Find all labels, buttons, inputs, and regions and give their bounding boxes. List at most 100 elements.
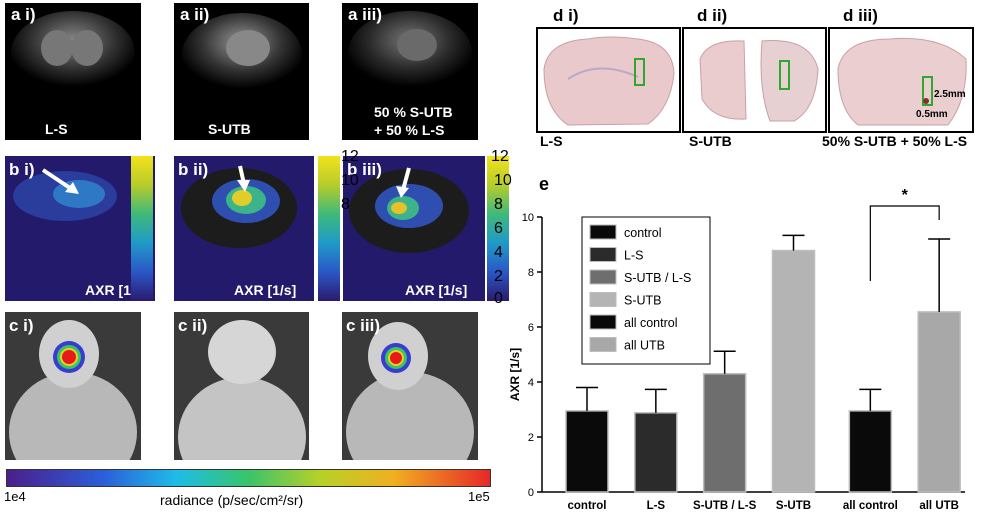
- legend-entry: S-UTB / L-S: [624, 271, 691, 285]
- bar-control: [565, 410, 609, 493]
- axr-panel-b-ii: b ii) AXR [1/s]: [174, 156, 314, 301]
- legend-swatch: [589, 314, 617, 330]
- colorbar-tick: 10: [341, 172, 359, 189]
- panel-label-b-ii: b ii): [178, 160, 209, 179]
- axr-label-b-ii: AXR [1/s]: [234, 282, 297, 298]
- y-tick-label: 4: [528, 377, 534, 389]
- panel-label-c-i: c i): [9, 316, 34, 335]
- significance-star: *: [902, 187, 909, 204]
- mri-panel-a-i: a i) L-S: [5, 3, 141, 140]
- roi-box: [922, 76, 933, 106]
- legend-swatch: [589, 224, 617, 240]
- mri-image-a-ii: [182, 13, 302, 97]
- panel-label-a-ii: a ii): [180, 5, 210, 24]
- bar-all-utb: [917, 311, 961, 493]
- roi-box: [779, 60, 790, 90]
- colorbar-tick: 10: [494, 172, 512, 189]
- x-tick-label: all UTB: [919, 500, 959, 512]
- colorbar-b-i: [131, 156, 153, 301]
- legend-entry: all control: [624, 316, 678, 330]
- x-tick-label: S-UTB / L-S: [693, 500, 757, 512]
- histology-panel-d-i: [536, 27, 681, 133]
- y-tick-label: 2: [528, 432, 534, 444]
- legend-entry: L-S: [624, 249, 643, 263]
- y-tick-label: 10: [522, 212, 534, 224]
- colorbar-tick: 0: [494, 290, 503, 307]
- legend-swatch: [589, 269, 617, 285]
- caption-d-i: L-S: [540, 133, 563, 149]
- colorbar-tick: 8: [341, 196, 350, 213]
- caption-d-iii: 50% S-UTB + 50% L-S: [822, 133, 968, 149]
- histology-panel-d-ii: [682, 27, 827, 133]
- mouse-panel-c-iii: c iii): [342, 312, 478, 460]
- scale-label-2-5mm: 2.5mm: [934, 89, 966, 100]
- bar-s-utb: [771, 249, 816, 493]
- colorbar-tick: 12: [491, 148, 509, 165]
- y-tick-label: 0: [528, 487, 534, 499]
- mouse-image-c-i: [9, 320, 137, 460]
- panel-label-b-i: b i): [9, 160, 35, 179]
- panel-label-c-iii: c iii): [346, 316, 381, 335]
- scale-label-0-5mm: 0.5mm: [916, 109, 948, 120]
- histology-panel-d-iii: 2.5mm 0.5mm: [828, 27, 974, 133]
- mri-image-a-i: [11, 11, 135, 95]
- axr-bar-chart: 0 2 4 6 8 10 AXR [1/s] control L-S S-UTB / L-S S-U…: [508, 187, 965, 512]
- arrow-icon: [396, 167, 411, 198]
- panel-label-d-iii: d iii): [843, 6, 878, 25]
- mouse-image-c-iii: [346, 322, 474, 460]
- axr-panel-b-iii: b iii) AXR [1/s]: [343, 156, 485, 301]
- significance-bracket: [869, 205, 940, 281]
- y-axis-label: AXR [1/s]: [508, 348, 522, 401]
- caption-a-ii: S-UTB: [208, 121, 251, 137]
- x-tick-label: all control: [843, 500, 898, 512]
- radiance-label: radiance (p/sec/cm²/sr): [160, 492, 304, 508]
- roi-box: [634, 58, 645, 86]
- colorbar-tick: 4: [494, 244, 503, 261]
- y-tick-label: 6: [528, 322, 534, 334]
- mouse-panel-c-i: c i): [5, 312, 141, 460]
- histology-image-d-i: [543, 36, 675, 126]
- panel-label-e: e: [539, 174, 550, 194]
- arrow-icon: [41, 168, 79, 194]
- radiance-colorbar: [6, 469, 491, 487]
- caption-d-ii: S-UTB: [689, 133, 732, 149]
- panel-label-a-i: a i): [11, 5, 36, 24]
- colorbar-tick: 6: [494, 220, 503, 237]
- panel-label-c-ii: c ii): [178, 316, 208, 335]
- panel-label-b-iii: b iii): [347, 160, 382, 179]
- caption-a-iii: 50 % S-UTB + 50 % L-S: [374, 104, 453, 138]
- colorbar-tick: 8: [494, 196, 503, 213]
- x-tick-label: control: [568, 500, 607, 512]
- colorbar-tick: 12: [341, 148, 359, 165]
- y-tick-label: 8: [528, 267, 534, 279]
- mouse-panel-c-ii: c ii): [174, 312, 309, 460]
- mri-image-a-iii: [348, 11, 472, 95]
- legend-swatch: [589, 337, 617, 352]
- panel-label-d-ii: d ii): [697, 6, 728, 25]
- arrow-icon: [237, 165, 250, 192]
- mri-panel-a-iii: a iii) 50 % S-UTB + 50 % L-S: [342, 3, 478, 140]
- axr-map-b-iii: [349, 169, 469, 253]
- panel-label-a-iii: a iii): [348, 5, 383, 24]
- legend-swatch: [589, 247, 617, 262]
- radiance-min: 1e4: [4, 489, 26, 504]
- legend-swatch: [589, 292, 617, 307]
- histology-image-d-iii: [837, 37, 967, 126]
- legend-entry: control: [624, 226, 662, 240]
- bar-all-control: [848, 410, 893, 493]
- mouse-image-c-ii: [178, 320, 306, 460]
- bar-s-utb-l-s: [702, 373, 747, 493]
- caption-a-i: L-S: [45, 121, 68, 137]
- x-tick-label: L-S: [647, 500, 666, 512]
- panel-label-d-i: d i): [553, 6, 579, 25]
- axr-panel-b-i: b i) AXR [1/s]: [5, 156, 155, 301]
- bar-l-s: [634, 412, 678, 493]
- axr-label-b-iii: AXR [1/s]: [405, 282, 468, 298]
- x-tick-label: S-UTB: [776, 500, 811, 512]
- legend-entry: all UTB: [624, 339, 665, 353]
- axr-map-b-ii: [181, 168, 297, 248]
- legend-entry: S-UTB: [624, 294, 662, 308]
- colorbar-tick: 2: [494, 268, 503, 285]
- mri-panel-a-ii: a ii) S-UTB: [174, 3, 309, 140]
- colorbar-b-iii: [487, 156, 509, 301]
